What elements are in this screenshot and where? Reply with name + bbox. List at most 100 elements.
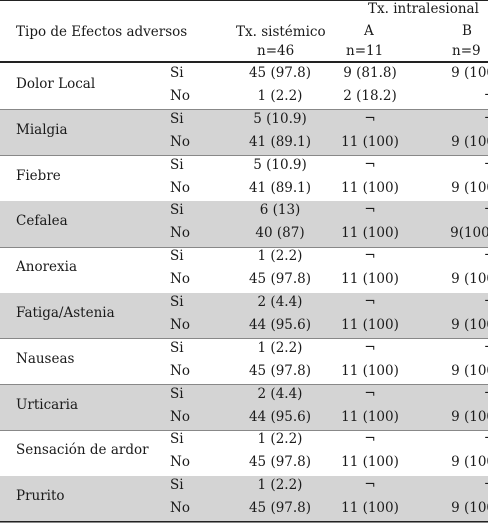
col-a-no: 11 (100) xyxy=(341,179,399,196)
effect-name: Urticaria xyxy=(16,396,79,413)
col-a-no: 11 (100) xyxy=(341,500,399,517)
systemic-si: 2 (4.4) xyxy=(257,385,303,402)
col-b-no: 9 (100 xyxy=(451,317,488,333)
header-col-b-n: n=9 xyxy=(452,43,481,59)
col-b-no: 9 (100 xyxy=(451,133,488,150)
col-a-si: ¬ xyxy=(364,431,376,448)
col-a-si: 9 (81.8) xyxy=(343,65,397,81)
systemic-no: 41 (89.1) xyxy=(248,179,312,196)
row-divider xyxy=(0,246,488,248)
row-label-si: Si xyxy=(170,65,184,81)
col-a-si: ¬ xyxy=(364,156,376,173)
systemic-si: 5 (10.9) xyxy=(253,110,307,127)
systemic-si: 5 (10.9) xyxy=(253,156,307,173)
systemic-si: 1 (2.2) xyxy=(257,431,303,448)
row-label-no: No xyxy=(170,88,190,104)
row-label-si: Si xyxy=(170,477,184,494)
col-a-no: 11 (100) xyxy=(341,317,399,333)
effect-name: Fatiga/Astenia xyxy=(16,305,115,321)
systemic-no: 40 (87) xyxy=(255,225,305,242)
table-row: Prurito Si 1 (2.2) ¬ ¬ No 45 (97.8) 11 (100) 9 (… xyxy=(0,476,488,522)
systemic-no: 41 (89.1) xyxy=(248,133,312,150)
row-label-si: Si xyxy=(170,248,184,265)
header-intralesional: Tx. intralesional xyxy=(368,1,479,17)
systemic-si: 1 (2.2) xyxy=(257,248,303,265)
row-label-no: No xyxy=(170,362,190,379)
col-a-si: ¬ xyxy=(364,477,376,494)
table-row: Sensación de ardor Si 1 (2.2) ¬ ¬ No 45 (97.8)… xyxy=(0,430,488,476)
effect-name: Mialgia xyxy=(16,121,68,138)
table-row: Urticaria Si 2 (4.4) ¬ ¬ No 44 (95.6) 11 (100) 9… xyxy=(0,384,488,431)
col-a-si: ¬ xyxy=(364,248,376,265)
systemic-no: 45 (97.8) xyxy=(248,454,312,471)
header-effect-type: Tipo de Efectos adversos xyxy=(16,24,188,40)
systemic-no: 45 (97.8) xyxy=(248,500,312,517)
table-row: Mialgia Si 5 (10.9) ¬ ¬ No 41 (89.1) 11 (100) 9 … xyxy=(0,109,488,156)
effect-name: Dolor Local xyxy=(16,76,96,92)
col-a-si: ¬ xyxy=(364,294,376,310)
col-b-si: ¬ xyxy=(425,386,488,402)
header-rule xyxy=(0,61,488,63)
systemic-si: 6 (13) xyxy=(259,202,301,219)
systemic-si: 1 (2.2) xyxy=(257,339,303,356)
row-label-si: Si xyxy=(170,156,184,173)
row-divider xyxy=(0,338,488,339)
systemic-no: 45 (97.8) xyxy=(248,271,312,288)
row-label-si: Si xyxy=(170,385,184,402)
row-label-si: Si xyxy=(170,202,184,219)
col-b-no: 9 (100 xyxy=(451,179,488,196)
header-systemic: Tx. sistémico xyxy=(236,24,326,40)
col-a-no: 11 (100) xyxy=(341,454,399,471)
row-label-no: No xyxy=(170,500,190,517)
row-divider xyxy=(0,475,488,477)
table-row: Cefalea Si 6 (13) ¬ ¬ No 40 (87) 11 (100) 9(100) xyxy=(0,201,488,248)
row-divider xyxy=(0,292,488,294)
effect-name: Fiebre xyxy=(16,167,61,184)
systemic-no: 45 (97.8) xyxy=(248,362,312,379)
col-b-si: ¬ xyxy=(425,340,488,356)
systemic-no: 1 (2.2) xyxy=(257,88,303,104)
table-row: Fatiga/Astenia Si 2 (4.4) ¬ ¬ No 44 (95.6) 11 (… xyxy=(0,293,488,339)
col-a-si: ¬ xyxy=(364,339,376,356)
table-row: Dolor Local Si 45 (97.8) 9 (81.8) 9 (100 No 1 … xyxy=(0,64,488,110)
row-divider xyxy=(0,384,488,385)
systemic-si: 45 (97.8) xyxy=(248,65,312,81)
row-label-si: Si xyxy=(170,339,184,356)
systemic-no: 44 (95.6) xyxy=(248,317,312,333)
col-b-no: 9 (100 xyxy=(451,271,488,288)
col-b-si: ¬ xyxy=(425,477,488,493)
effect-name: Nauseas xyxy=(16,350,75,367)
bottom-rule xyxy=(0,521,488,522)
row-divider xyxy=(0,155,488,156)
row-label-si: Si xyxy=(170,110,184,127)
col-b-no: ¬ xyxy=(425,88,488,104)
top-rule xyxy=(0,0,488,1)
col-a-no: 11 (100) xyxy=(341,362,399,379)
col-b-si: 9 (100 xyxy=(451,65,488,81)
effect-name: Anorexia xyxy=(16,259,77,276)
row-divider xyxy=(0,429,488,431)
row-label-no: No xyxy=(170,133,190,150)
col-b-no: 9 (100 xyxy=(451,500,488,517)
col-b-no: 9 (100 xyxy=(451,454,488,471)
col-b-no: 9 (100 xyxy=(451,362,488,379)
row-label-no: No xyxy=(170,271,190,288)
col-b-si: ¬ xyxy=(425,294,488,310)
row-label-no: No xyxy=(170,225,190,242)
col-b-si: ¬ xyxy=(425,248,488,264)
row-label-no: No xyxy=(170,179,190,196)
col-a-no: 11 (100) xyxy=(341,271,399,288)
header-systemic-n: n=46 xyxy=(257,43,295,59)
table-row: Fiebre Si 5 (10.9) ¬ ¬ No 41 (89.1) 11 (100) 9 (… xyxy=(0,156,488,202)
systemic-si: 2 (4.4) xyxy=(257,294,303,310)
col-a-no: 2 (18.2) xyxy=(343,88,397,104)
col-a-no: 11 (100) xyxy=(341,133,399,150)
row-label-si: Si xyxy=(170,431,184,448)
effect-name: Prurito xyxy=(16,488,65,505)
row-label-no: No xyxy=(170,454,190,471)
row-label-no: No xyxy=(170,317,190,333)
row-label-si: Si xyxy=(170,294,184,310)
header-col-b: B xyxy=(462,23,472,39)
col-a-no: 11 (100) xyxy=(341,225,399,242)
col-a-no: 11 (100) xyxy=(341,408,399,425)
